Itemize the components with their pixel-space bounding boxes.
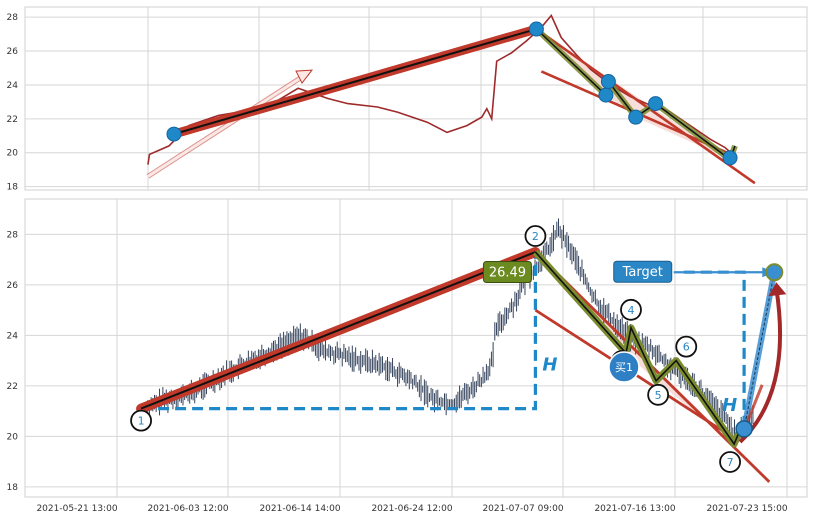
point-label-6: 6 bbox=[683, 341, 690, 354]
x-tick-label: 2021-07-23 15:00 bbox=[706, 504, 787, 514]
target-label: Target bbox=[622, 265, 663, 280]
projection-wedge bbox=[744, 384, 764, 426]
projection-start-node bbox=[735, 420, 753, 438]
buy-marker bbox=[608, 351, 640, 383]
pivot-node bbox=[600, 74, 616, 90]
trend-line-core bbox=[173, 28, 537, 136]
point-label-1: 1 bbox=[138, 415, 145, 428]
pivot-node bbox=[722, 150, 738, 166]
point-label-circle bbox=[524, 225, 547, 247]
price-label: 26.49 bbox=[489, 265, 526, 280]
detail-marks bbox=[136, 218, 787, 483]
y-tick-label: 18 bbox=[7, 183, 19, 193]
pivot-node bbox=[598, 87, 614, 103]
y-tick-label: 26 bbox=[7, 47, 19, 57]
y-tick-label: 22 bbox=[7, 382, 18, 392]
detail-x-axis: 2021-05-21 13:00 2021-06-03 12:00 2021-06-… bbox=[36, 504, 787, 514]
y-tick-label: 18 bbox=[7, 483, 19, 493]
y-tick-label: 20 bbox=[7, 149, 19, 159]
point-label-circle bbox=[719, 451, 741, 473]
point-label-circle bbox=[130, 409, 152, 432]
pivot-node bbox=[648, 96, 664, 112]
detail-y-axis: 18 20 22 24 26 28 bbox=[7, 230, 19, 493]
point-label-circle bbox=[647, 383, 670, 406]
channel-upper-line bbox=[535, 27, 756, 185]
point-label-7: 7 bbox=[727, 456, 734, 469]
point-label-5: 5 bbox=[655, 389, 662, 402]
point-label-circle bbox=[675, 335, 698, 358]
y-tick-label: 24 bbox=[7, 81, 19, 91]
y-tick-label: 24 bbox=[7, 331, 19, 341]
target-node bbox=[765, 263, 784, 282]
y-tick-label: 22 bbox=[7, 115, 18, 125]
point-label-circle bbox=[620, 298, 642, 321]
x-tick-label: 2021-06-14 14:00 bbox=[259, 504, 340, 514]
pivot-node bbox=[528, 21, 544, 37]
x-tick-label: 2021-06-03 12:00 bbox=[147, 504, 228, 514]
y-tick-label: 28 bbox=[7, 13, 19, 23]
x-tick-label: 2021-05-21 13:00 bbox=[36, 504, 117, 514]
trend-line-core bbox=[140, 251, 536, 410]
buy-marker-label: 买1 bbox=[615, 361, 633, 374]
curved-arrow-head bbox=[768, 282, 787, 297]
target-label-box bbox=[613, 260, 673, 283]
overview-panel: 18 20 22 24 26 28 bbox=[7, 6, 808, 193]
y-tick-label: 20 bbox=[7, 432, 19, 442]
channel-lower-line bbox=[534, 308, 740, 443]
x-tick-label: 2021-07-16 13:00 bbox=[594, 504, 675, 514]
height-measure-left bbox=[141, 252, 538, 411]
projection-core bbox=[743, 272, 775, 429]
pivot-node bbox=[166, 126, 182, 142]
height-label-left: H bbox=[542, 355, 557, 376]
y-tick-label: 26 bbox=[7, 281, 19, 291]
overview-y-axis: 18 20 22 24 26 28 bbox=[7, 13, 19, 192]
overview-plot-area bbox=[24, 6, 808, 191]
price-label-box bbox=[482, 260, 532, 283]
detail-grid bbox=[25, 199, 807, 497]
point-label-2: 2 bbox=[532, 230, 539, 243]
y-tick-label: 28 bbox=[7, 230, 19, 240]
overview-marks bbox=[146, 14, 756, 185]
height-label-right: H bbox=[722, 395, 737, 416]
x-tick-label: 2021-07-07 09:00 bbox=[482, 504, 563, 514]
x-tick-label: 2021-06-24 12:00 bbox=[371, 504, 452, 514]
guide-arrow-head bbox=[295, 69, 314, 85]
point-label-4: 4 bbox=[627, 304, 634, 317]
guide-arrow-inner bbox=[147, 71, 309, 178]
pivot-node bbox=[628, 109, 644, 125]
